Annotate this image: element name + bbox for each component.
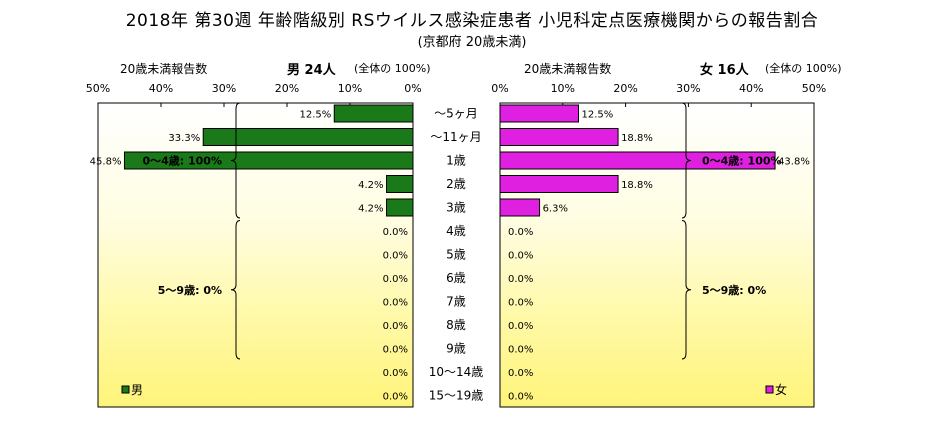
male-value-label: 0.0%	[383, 368, 408, 379]
female-value-label: 43.8%	[778, 157, 810, 168]
male-value-label: 0.0%	[383, 392, 408, 403]
male-value-label: 0.0%	[383, 345, 408, 356]
category-label: 5歳	[446, 248, 466, 262]
female-legend-swatch	[765, 385, 774, 394]
category-label: 1歳	[446, 154, 466, 168]
left-age-group-label: 0〜4歳: 100%	[142, 154, 222, 168]
female-value-label: 18.8%	[621, 133, 653, 144]
female-value-label: 0.0%	[508, 274, 533, 285]
category-label: 2歳	[446, 177, 466, 191]
female-value-label: 0.0%	[508, 298, 533, 309]
category-label: 7歳	[446, 295, 466, 309]
right-age-bracket	[681, 220, 692, 360]
male-bar	[333, 104, 414, 123]
category-label: 15〜19歳	[429, 389, 484, 403]
female-bar	[499, 151, 776, 170]
male-value-label: 0.0%	[383, 274, 408, 285]
female-value-label: 18.8%	[621, 180, 653, 191]
female-value-label: 0.0%	[508, 321, 533, 332]
male-bar	[202, 128, 414, 146]
male-bar	[386, 198, 414, 217]
category-label: 〜5ヶ月	[434, 107, 478, 121]
male-bar	[386, 175, 414, 193]
left-age-bracket	[230, 220, 241, 360]
male-value-label: 0.0%	[383, 321, 408, 332]
male-value-label: 12.5%	[299, 110, 331, 121]
left-age-bracket	[230, 102, 241, 219]
female-value-label: 6.3%	[543, 204, 568, 215]
chart-title: 2018年 第30週 年齢階級別 RSウイルス感染症患者 小児科定点医療機関から…	[125, 11, 819, 31]
female-value-label: 12.5%	[582, 110, 614, 121]
male-value-label: 4.2%	[358, 204, 383, 215]
female-bar	[499, 175, 619, 193]
male-value-label: 0.0%	[383, 298, 408, 309]
category-label: 3歳	[446, 201, 466, 215]
female-value-label: 0.0%	[508, 345, 533, 356]
right-x-tick-label: 0%	[491, 82, 508, 95]
female-bar	[499, 128, 619, 146]
category-label: 4歳	[446, 224, 466, 238]
left-x-tick-label: 10%	[338, 82, 362, 95]
left-total: (全体の 100%)	[354, 62, 431, 75]
female-value-label: 0.0%	[508, 392, 533, 403]
male-value-label: 4.2%	[358, 180, 383, 191]
male-legend-swatch	[121, 385, 130, 394]
female-value-label: 0.0%	[508, 368, 533, 379]
right-x-tick-label: 10%	[551, 82, 575, 95]
category-label: 10〜14歳	[429, 365, 484, 379]
left-x-tick-label: 20%	[275, 82, 299, 95]
male-legend-label: 男	[131, 383, 143, 397]
left-plot-area	[97, 102, 414, 408]
right-count-label: 20歳未満報告数	[524, 62, 612, 76]
female-value-label: 0.0%	[508, 251, 533, 262]
male-value-label: 45.8%	[90, 157, 122, 168]
left-x-tick-label: 30%	[212, 82, 236, 95]
right-x-tick-label: 20%	[613, 82, 637, 95]
male-bar	[123, 151, 414, 170]
left-x-tick-label: 40%	[149, 82, 173, 95]
male-value-label: 0.0%	[383, 227, 408, 238]
female-bar	[499, 104, 579, 123]
male-value-label: 0.0%	[383, 251, 408, 262]
female-value-label: 0.0%	[508, 227, 533, 238]
left-count-label: 20歳未満報告数	[120, 62, 208, 76]
category-label: 〜11ヶ月	[430, 130, 481, 144]
male-value-label: 33.3%	[168, 133, 200, 144]
right-age-group-label: 5〜9歳: 0%	[702, 283, 766, 297]
female-bar	[499, 198, 541, 217]
right-age-bracket	[681, 102, 692, 219]
right-x-tick-label: 40%	[739, 82, 763, 95]
right-plot-area	[499, 102, 815, 408]
female-legend-label: 女	[775, 382, 787, 397]
right-age-group-label: 0〜4歳: 100%	[702, 154, 782, 168]
category-label: 8歳	[446, 318, 466, 332]
right-sex-count: 女 16人	[700, 63, 749, 78]
right-x-tick-label: 30%	[676, 82, 700, 95]
right-total: (全体の 100%)	[765, 62, 842, 75]
left-x-tick-label: 0%	[404, 82, 421, 95]
chart-subtitle: (京都府 20歳未満)	[417, 35, 527, 50]
left-sex-count: 男 24人	[287, 63, 336, 78]
right-x-tick-label: 50%	[802, 82, 826, 95]
left-age-group-label: 5〜9歳: 0%	[158, 283, 222, 297]
category-label: 9歳	[446, 342, 466, 356]
left-x-tick-label: 50%	[86, 82, 110, 95]
category-label: 6歳	[446, 271, 466, 285]
